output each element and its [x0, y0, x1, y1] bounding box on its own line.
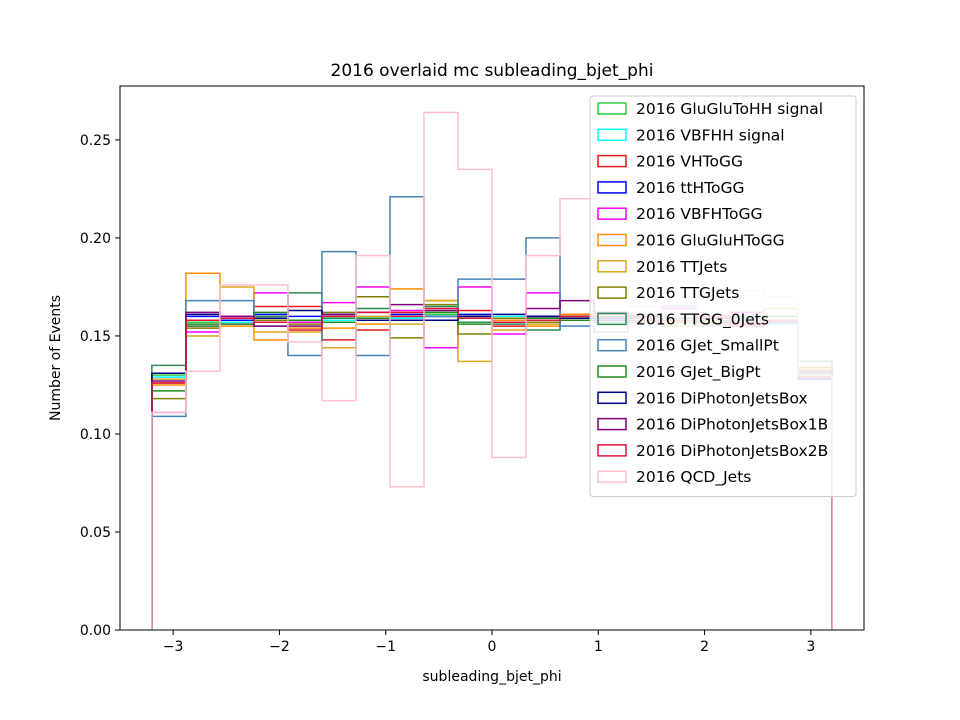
legend-label: 2016 TTGG_0Jets	[636, 310, 769, 329]
x-tick-label: −2	[269, 639, 290, 655]
legend-swatch	[597, 102, 627, 115]
legend-label: 2016 GJet_SmallPt	[636, 337, 779, 356]
legend-label: 2016 TTGJets	[636, 284, 739, 302]
legend-label: 2016 GluGluToHH signal	[636, 100, 823, 118]
legend-swatch	[597, 365, 627, 378]
legend-swatch	[597, 181, 627, 194]
legend-swatch	[597, 233, 627, 247]
legend-label: 2016 GluGluHToGG	[636, 232, 785, 250]
x-axis-ticks: −3 −2 −1 0 1 2 3	[163, 630, 815, 655]
legend-swatch	[597, 338, 627, 352]
legend-swatch	[597, 417, 627, 431]
y-tick-label: 0.25	[80, 133, 111, 149]
legend-label: 2016 DiPhotonJetsBox1B	[636, 416, 828, 434]
legend-label: 2016 QCD_Jets	[636, 468, 751, 487]
legend-swatch	[597, 286, 627, 299]
legend-label: 2016 ttHToGG	[636, 179, 745, 197]
legend-label: 2016 VHToGG	[636, 153, 743, 171]
legend-label: 2016 VBFHH signal	[636, 126, 785, 144]
legend-swatch	[597, 312, 627, 326]
chart-title: 2016 overlaid mc subleading_bjet_phi	[331, 61, 654, 81]
y-tick-label: 0.05	[80, 525, 111, 541]
legend-label: 2016 GJet_BigPt	[636, 363, 761, 382]
y-tick-label: 0.00	[80, 623, 111, 639]
legend-label: 2016 VBFHToGG	[636, 205, 763, 223]
legend-swatch	[597, 444, 627, 457]
legend-box	[589, 95, 857, 497]
y-axis-ticks: 0.00 0.05 0.10 0.15 0.20 0.25	[80, 133, 120, 639]
x-tick-label: −3	[163, 639, 184, 655]
y-tick-label: 0.20	[80, 231, 111, 247]
x-tick-label: 1	[594, 639, 603, 655]
legend-swatch	[597, 154, 627, 168]
legend-label: 2016 DiPhotonJetsBox	[636, 389, 808, 407]
y-tick-label: 0.10	[80, 427, 111, 443]
x-tick-label: −1	[375, 639, 396, 655]
legend-label: 2016 DiPhotonJetsBox2B	[636, 442, 828, 460]
legend-swatch	[597, 207, 627, 220]
legend-swatch	[597, 128, 627, 142]
legend-swatch	[597, 260, 627, 273]
x-tick-label: 3	[806, 639, 815, 655]
y-tick-label: 0.15	[80, 329, 111, 345]
x-axis-label: subleading_bjet_phi	[422, 669, 561, 685]
legend-swatch	[597, 470, 627, 483]
legend-label: 2016 TTJets	[636, 258, 727, 276]
legend: 2016 GluGluToHH signal 2016 VBFHH signal 2…	[589, 95, 857, 497]
y-axis-label: Number of Events	[48, 295, 64, 421]
legend-swatch	[597, 391, 627, 405]
x-tick-label: 2	[700, 639, 709, 655]
x-tick-label: 0	[488, 639, 497, 655]
